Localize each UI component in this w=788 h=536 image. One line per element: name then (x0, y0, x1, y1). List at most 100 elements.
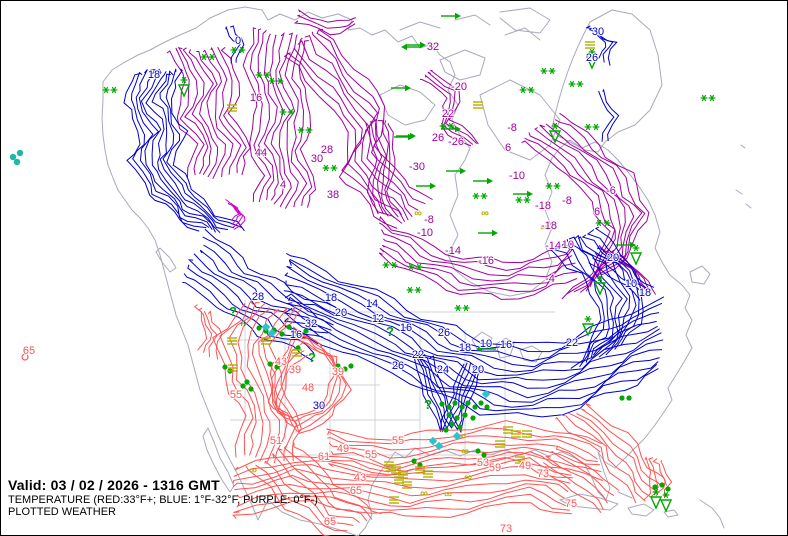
wx-dot-symbol (274, 364, 280, 370)
wx-snow-symbol (297, 126, 313, 134)
contour-line-blue (284, 293, 664, 389)
contour-label-red: 59 (489, 462, 501, 474)
wx-dot-symbol (297, 333, 303, 339)
contour-line-red (212, 303, 247, 458)
wx-diamond-symbol (267, 328, 277, 338)
contour-line-magenta (231, 203, 246, 230)
contour-label-red: 49 (337, 443, 349, 455)
wx-dot-symbol (665, 486, 671, 492)
wx-dot-symbol (459, 404, 465, 410)
svg-text:?: ? (424, 397, 432, 412)
contour-line-purple (177, 47, 209, 175)
coastline-arctic-island-3 (399, 7, 551, 41)
contour-line-purple (311, 31, 419, 211)
contour-label-blue: 20 (472, 364, 484, 376)
wx-tealdot-symbol (9, 153, 17, 161)
contour-line-red (246, 306, 271, 462)
contour-line-red (560, 414, 646, 502)
coastline-antilles (617, 491, 725, 529)
wx-dot-symbol (619, 395, 625, 401)
contour-line-blue (286, 265, 657, 368)
wx-snow-symbol (454, 304, 470, 312)
contour-line-blue (594, 251, 651, 291)
contour-line-red (207, 310, 223, 360)
contour-line-red (203, 310, 218, 358)
contour-line-blue (284, 325, 659, 418)
wx-fog-symbol (389, 496, 399, 504)
contour-line-purple (217, 46, 247, 174)
contour-line-purple (298, 9, 356, 23)
contour-line-blue (592, 257, 645, 296)
valid-time-text: Valid: 03 / 02 / 2026 - 1316 GMT (8, 477, 220, 493)
contour-line-red (198, 307, 213, 353)
wx-snow-symbol (406, 286, 422, 294)
contour-line-blue (420, 354, 474, 429)
wx-arrow-r-symbol (391, 84, 411, 92)
map-legend: Valid: 03 / 02 / 2026 - 1316 GMT TEMPERA… (8, 477, 318, 518)
wx-snow-symbol (279, 108, 295, 116)
contour-label-red: 73 (537, 468, 549, 480)
contour-line-blue (135, 69, 210, 228)
wx-fog-symbol (227, 337, 237, 345)
contour-line-purple (427, 71, 478, 144)
wx-diamond-symbol (434, 441, 444, 451)
contour-line-purple (602, 248, 650, 293)
contour-line-purple (188, 49, 219, 178)
wx-fog-symbol (503, 426, 513, 434)
wx-fog-symbol (402, 481, 412, 489)
coastline-cuba (559, 493, 679, 518)
wx-dot-symbol (475, 448, 481, 454)
contour-line-blue (588, 262, 641, 301)
contour-label-purple: 6 (505, 142, 511, 154)
contour-line-blue (573, 234, 628, 356)
contour-line-purple (370, 120, 384, 215)
contour-line-blue (566, 239, 615, 358)
wx-fog-symbol (515, 456, 525, 464)
wx-snow-symbol (472, 192, 488, 200)
wx-dot-symbol (454, 415, 460, 421)
contour-line-blue (417, 353, 472, 430)
contour-line-blue (594, 27, 618, 66)
contour-line-red (277, 341, 352, 435)
wx-dot-symbol (446, 412, 452, 418)
wx-snow-symbol (102, 86, 118, 94)
contour-label-blue: 28 (252, 291, 264, 303)
contour-line-purple (377, 120, 395, 219)
contour-line-red (568, 412, 653, 499)
contour-label-blue: 10 (625, 278, 637, 290)
contour-label-red: 65 (23, 345, 35, 357)
svg-text:?: ? (386, 324, 394, 339)
svg-text:∞: ∞ (458, 431, 466, 443)
contour-label-purple: 32 (427, 41, 439, 53)
contour-line-red (283, 444, 373, 520)
contour-line-red (555, 446, 620, 491)
wx-snow-symbol (407, 263, 423, 271)
wx-snowshower-symbol (585, 48, 599, 70)
contour-line-red (232, 468, 571, 490)
contour-line-blue (202, 236, 336, 317)
contour-line-blue (130, 71, 207, 229)
wx-snow-symbol (255, 71, 271, 79)
svg-text:’’: ’’ (240, 320, 246, 334)
wx-fog-symbol (423, 470, 433, 478)
contour-line-red (576, 412, 658, 493)
contour-label-red: 55 (230, 389, 242, 401)
wx-snowshower-symbol (659, 491, 673, 513)
contour-line-red (228, 302, 260, 456)
wx-arrow-r-symbol (396, 132, 416, 140)
contour-line-blue (577, 236, 631, 358)
wx-fog-symbol (585, 41, 595, 49)
contour-label-red: 75 (565, 498, 577, 510)
contour-label-purple: 38 (327, 189, 339, 201)
contour-label-blue: 20 (607, 252, 619, 264)
wx-snow-symbol (268, 77, 284, 85)
contour-line-red (652, 458, 666, 497)
contour-line-blue (288, 258, 663, 353)
coastline-newfoundland (689, 265, 711, 285)
wx-dot-symbol (417, 462, 423, 468)
contour-label-blue: 16 (400, 322, 412, 334)
wx-dot-symbol (457, 424, 463, 430)
coastline-baja (202, 427, 235, 493)
